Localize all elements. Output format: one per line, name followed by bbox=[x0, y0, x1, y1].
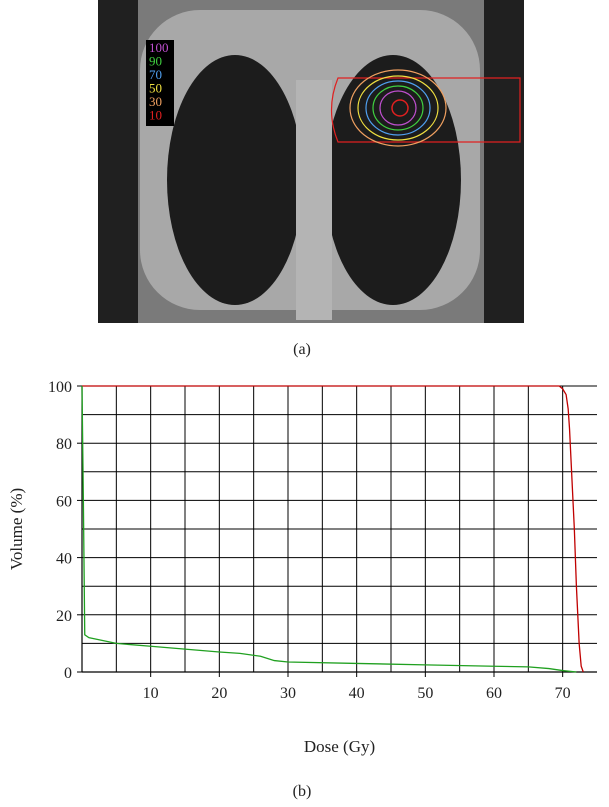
x-tick-label: 50 bbox=[417, 685, 433, 702]
y-tick-label: 60 bbox=[56, 493, 72, 510]
x-tick-label: 70 bbox=[555, 685, 571, 702]
y-tick-label: 20 bbox=[56, 608, 72, 625]
ct-lung-right bbox=[167, 55, 303, 305]
ct-lung-left bbox=[325, 55, 461, 305]
y-tick-label: 100 bbox=[48, 379, 72, 396]
dose-legend-label: 70 bbox=[149, 67, 162, 82]
y-tick-label: 0 bbox=[64, 665, 72, 682]
ct-mediastinum bbox=[296, 80, 332, 320]
y-axis-label: Volume (%) bbox=[7, 488, 26, 570]
dose-legend-label: 50 bbox=[149, 81, 162, 96]
ct-background bbox=[484, 0, 524, 323]
x-tick-label: 10 bbox=[143, 685, 159, 702]
x-tick-label: 40 bbox=[349, 685, 365, 702]
dose-contour bbox=[372, 85, 424, 131]
dose-legend-label: 100 bbox=[149, 40, 169, 55]
dose-contour bbox=[379, 90, 417, 126]
ct-background bbox=[98, 0, 138, 323]
x-tick-label: 20 bbox=[211, 685, 227, 702]
dose-contour bbox=[365, 80, 431, 136]
dose-legend-box bbox=[146, 40, 174, 126]
dvh-line bbox=[82, 385, 584, 673]
dose-contour bbox=[330, 77, 521, 143]
dvh-line bbox=[81, 385, 577, 673]
dose-legend-label: 10 bbox=[149, 108, 162, 123]
dose-contour bbox=[349, 69, 447, 147]
x-tick-label: 60 bbox=[486, 685, 502, 702]
dose-legend-label: 90 bbox=[149, 54, 162, 69]
x-axis-label: Dose (Gy) bbox=[304, 737, 375, 756]
caption: (b) bbox=[293, 783, 312, 800]
x-tick-label: 30 bbox=[280, 685, 296, 702]
dose-contour bbox=[357, 75, 439, 141]
dose-contour bbox=[391, 99, 409, 117]
y-tick-label: 80 bbox=[56, 436, 72, 453]
dose-legend-label: 30 bbox=[149, 94, 162, 109]
caption: (a) bbox=[293, 341, 311, 358]
y-tick-label: 40 bbox=[56, 551, 72, 568]
